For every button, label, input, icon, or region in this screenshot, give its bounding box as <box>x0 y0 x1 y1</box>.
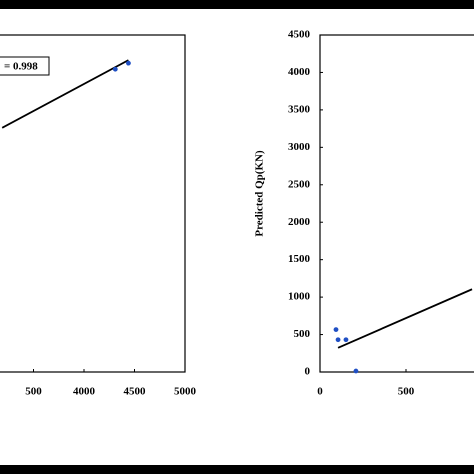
x-tick-label: 4500 <box>124 386 147 398</box>
y-axis-label: Predicted Qp(KN) <box>254 150 266 237</box>
point <box>343 337 349 343</box>
annotation: = 0.998 <box>4 61 38 73</box>
y-tick-label: 4000 <box>288 66 311 78</box>
y-tick-label: 3500 <box>288 103 311 115</box>
y-tick-label: 2000 <box>288 216 311 228</box>
y-tick-label: 1000 <box>288 291 311 303</box>
point <box>335 337 341 343</box>
x-tick-label: 0 <box>317 386 323 398</box>
x-tick-label: 500 <box>398 386 415 398</box>
annotation-box <box>0 56 50 76</box>
y-tick-label: 1500 <box>288 253 311 265</box>
y-tick-label: 500 <box>294 328 311 340</box>
bottom-border <box>0 465 474 474</box>
fit-line <box>1 59 129 129</box>
point <box>112 66 118 72</box>
plot-frame <box>0 34 186 373</box>
top-border <box>0 0 474 9</box>
x-tick-label: 5000 <box>174 386 197 398</box>
point <box>333 327 339 333</box>
y-tick-label: 0 <box>305 366 311 378</box>
y-tick-label: 3000 <box>288 141 311 153</box>
y-tick-label: 4500 <box>288 29 311 41</box>
x-tick-label: 4000 <box>73 386 96 398</box>
fit-line <box>337 288 473 349</box>
point <box>353 368 359 374</box>
x-tick-label: 500 <box>25 386 42 398</box>
y-tick-label: 2500 <box>288 178 311 190</box>
point <box>126 60 131 66</box>
